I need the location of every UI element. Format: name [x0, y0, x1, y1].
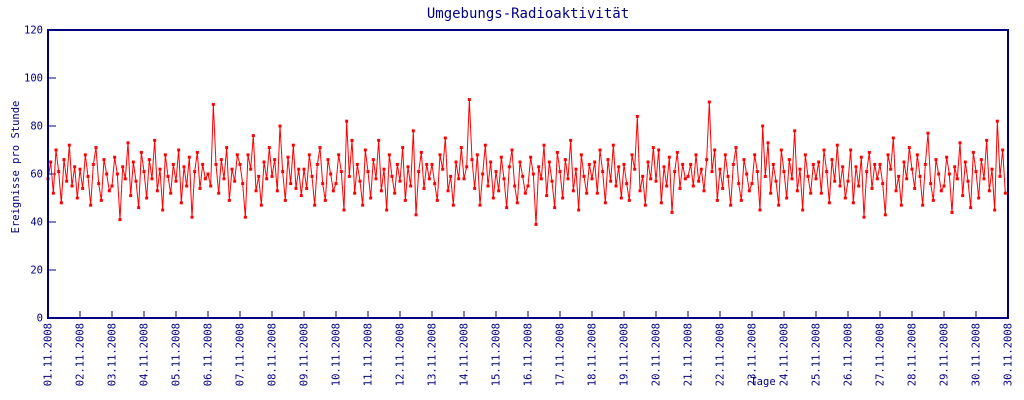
x-tick-label: 19.11.2008	[619, 323, 631, 386]
x-tick-label: 12.11.2008	[395, 323, 407, 386]
x-tick-label: 23.11.2008	[747, 323, 759, 386]
x-tick-label: 20.11.2008	[651, 323, 663, 386]
x-tick-label: 17.11.2008	[555, 323, 567, 386]
x-axis-ticks: 01.11.2008 02.11.2008 03.11.2008 04.11.2008…	[43, 311, 1015, 386]
y-tick-label: 60	[30, 169, 43, 181]
y-tick-label: 80	[30, 121, 43, 133]
x-tick-label: 09.11.2008	[299, 323, 311, 386]
y-tick-label: 40	[30, 217, 43, 229]
x-tick-label: 01.11.2008	[43, 323, 55, 386]
x-tick-label: 10.11.2008	[331, 323, 343, 386]
x-tick-label: 11.11.2008	[363, 323, 375, 386]
x-tick-label: 02.11.2008	[75, 323, 87, 386]
x-tick-label: 04.11.2008	[139, 323, 151, 386]
x-tick-label: 22.11.2008	[715, 323, 727, 386]
x-tick-label: 25.11.2008	[811, 323, 823, 386]
x-tick-label: 29.11.2008	[939, 323, 951, 386]
x-tick-label: 06.11.2008	[203, 323, 215, 386]
y-tick-label: 0	[37, 313, 43, 325]
x-tick-label: 30.11.2008	[1003, 323, 1015, 386]
x-tick-label: 07.11.2008	[235, 323, 247, 386]
x-tick-label: 27.11.2008	[875, 323, 887, 386]
x-tick-label: 26.11.2008	[843, 323, 855, 386]
x-tick-label: 30.11.2008	[971, 323, 983, 386]
x-tick-label: 16.11.2008	[523, 323, 535, 386]
data-series	[46, 98, 1007, 226]
y-tick-label: 100	[24, 73, 43, 85]
x-tick-label: 05.11.2008	[171, 323, 183, 386]
plot-border	[47, 29, 1009, 319]
data-points	[46, 98, 1007, 226]
x-tick-label: 24.11.2008	[779, 323, 791, 386]
x-tick-label: 21.11.2008	[683, 323, 695, 386]
x-tick-label: 03.11.2008	[107, 323, 119, 386]
x-tick-label: 13.11.2008	[427, 323, 439, 386]
x-tick-label: 08.11.2008	[267, 323, 279, 386]
y-tick-label: 20	[30, 265, 43, 277]
x-tick-label: 15.11.2008	[491, 323, 503, 386]
x-tick-label: 14.11.2008	[459, 323, 471, 386]
x-tick-label: 28.11.2008	[907, 323, 919, 386]
y-axis-ticks: 0 20 40 60 80 100 120	[24, 25, 56, 325]
y-tick-label: 120	[24, 25, 43, 37]
x-tick-label: 18.11.2008	[587, 323, 599, 386]
x-axis-title: Tage	[750, 376, 776, 388]
chart-title: Umgebungs-Radioaktivität	[426, 6, 630, 22]
data-line	[47, 99, 1006, 225]
